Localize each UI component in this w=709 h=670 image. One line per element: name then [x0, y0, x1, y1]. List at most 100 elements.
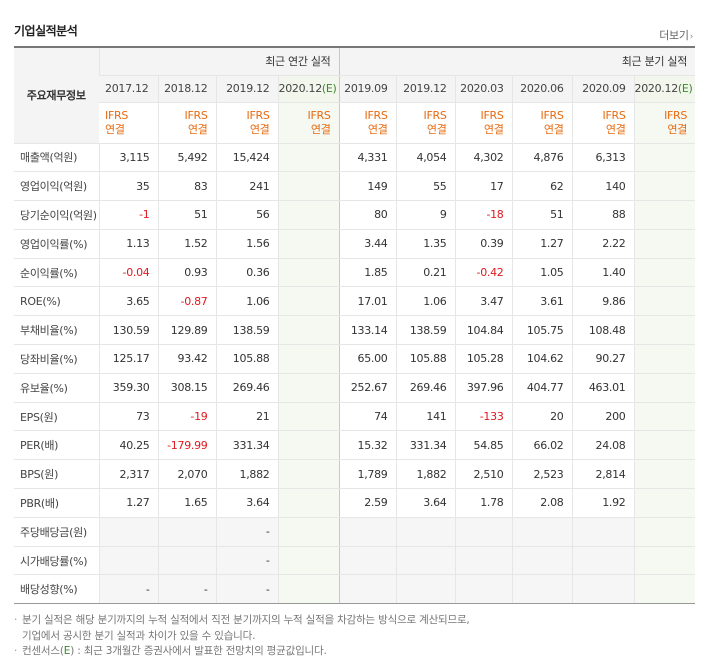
- bullet-mark: ·: [14, 645, 18, 657]
- table-cell: 3.65: [98, 286, 158, 317]
- table-cell: 2.22: [571, 228, 635, 259]
- table-cell: [633, 373, 696, 403]
- table-cell: 9: [395, 200, 456, 230]
- table-cell: 105.28: [454, 344, 513, 374]
- table-cell: -: [215, 546, 278, 576]
- table-cell: 6,313: [571, 142, 635, 173]
- table-cell: 241: [215, 171, 278, 202]
- table-cell: 149: [338, 171, 397, 202]
- table-cell: -0.42: [454, 258, 513, 288]
- table-row: PER(배) 40.25 -179.99 331.34 15.32 331.34 54.85…: [14, 430, 696, 461]
- table-cell: [277, 286, 340, 317]
- table-cell: 15.32: [338, 430, 397, 461]
- table-cell: 2,510: [454, 459, 513, 490]
- footnote-line: 분기 실적은 해당 분기까지의 누적 실적에서 직전 분기까지의 누적 실적을 …: [22, 614, 470, 626]
- table-cell: [511, 574, 573, 605]
- row-label: 시가배당률(%): [14, 546, 99, 576]
- row-label: 배당성향(%): [14, 574, 99, 605]
- table-cell: -179.99: [157, 430, 216, 461]
- table-cell: [633, 286, 696, 317]
- table-cell: 1.05: [511, 258, 573, 288]
- row-label: 주당배당금(원): [14, 516, 99, 547]
- accounting-standard: IFRS 연결: [338, 102, 397, 144]
- period-header: 2020.03: [454, 75, 513, 103]
- period-header: 2019.12: [215, 75, 278, 103]
- table-cell: 1.27: [511, 228, 573, 259]
- table-cell: 90.27: [571, 344, 635, 374]
- section-title: 기업실적분석: [14, 24, 78, 38]
- table-cell: 308.15: [157, 373, 216, 403]
- footnote-quarterly: · 분기 실적은 해당 분기까지의 누적 실적에서 직전 분기까지의 누적 실적…: [14, 613, 695, 644]
- table-cell: 331.34: [215, 430, 278, 461]
- footnotes: · 분기 실적은 해당 분기까지의 누적 실적에서 직전 분기까지의 누적 실적…: [14, 613, 695, 660]
- table-cell: [277, 142, 340, 173]
- table-cell: [277, 200, 340, 230]
- table-cell: 24.08: [571, 430, 635, 461]
- period-header: 2017.12: [99, 75, 158, 103]
- table-cell: [277, 488, 340, 518]
- table-cell: [633, 516, 696, 547]
- table-cell: -0.87: [157, 286, 216, 317]
- table-cell: 1.06: [395, 286, 456, 317]
- table-row: ROE(%) 3.65 -0.87 1.06 17.01 1.06 3.47 3.61 9.86: [14, 286, 696, 317]
- row-label: 매출액(억원): [14, 142, 99, 173]
- row-label: PER(배): [14, 430, 99, 461]
- table-cell: 200: [571, 401, 635, 432]
- table-row: 영업이익(억원) 35 83 241 149 55 17 62 140: [14, 171, 696, 202]
- table-cell: 15,424: [215, 142, 278, 173]
- table-cell: 269.46: [215, 373, 278, 403]
- table-cell: [633, 344, 696, 374]
- table-cell: -0.04: [98, 258, 158, 288]
- table-cell: -: [215, 574, 278, 605]
- table-cell: 88: [571, 200, 635, 230]
- table-cell: 1.40: [571, 258, 635, 288]
- table-cell: [633, 142, 696, 173]
- accounting-standard: IFRS 연결: [395, 102, 456, 144]
- table-cell: [277, 344, 340, 374]
- table-cell: 2,814: [571, 459, 635, 490]
- table-cell: 1.56: [215, 228, 278, 259]
- table-row: 부채비율(%) 130.59 129.89 138.59 133.14 138.59 104…: [14, 315, 696, 346]
- table-cell: [277, 574, 340, 605]
- table-cell: [157, 516, 216, 547]
- table-cell: 62: [511, 171, 573, 202]
- estimate-mark: (E): [677, 82, 693, 95]
- table-cell: [98, 516, 158, 547]
- table-cell: 269.46: [395, 373, 456, 403]
- table-cell: 5,492: [157, 142, 216, 173]
- table-cell: 80: [338, 200, 397, 230]
- row-label: PBR(배): [14, 488, 99, 518]
- table-cell: 2.08: [511, 488, 573, 518]
- table-cell: 73: [98, 401, 158, 432]
- section-header: 기업실적분석 더보기›: [14, 22, 695, 42]
- table-cell: 2,070: [157, 459, 216, 490]
- table-cell: [633, 171, 696, 202]
- period-header: 2019.12: [395, 75, 456, 103]
- period-header: 2020.06: [511, 75, 573, 103]
- table-cell: 4,302: [454, 142, 513, 173]
- quarter-group-label: 최근 분기 실적: [338, 46, 696, 76]
- table-row: 매출액(억원) 3,115 5,492 15,424 4,331 4,054 4,302 4,…: [14, 142, 696, 173]
- table-cell: -1: [98, 200, 158, 230]
- bullet-mark: ·: [14, 614, 18, 626]
- table-cell: [395, 574, 456, 605]
- table-cell: 1.52: [157, 228, 216, 259]
- table-cell: 1.78: [454, 488, 513, 518]
- accounting-standard: IFRS 연결: [99, 102, 158, 144]
- table-cell: 3.44: [338, 228, 397, 259]
- table-cell: 105.75: [511, 315, 573, 346]
- more-link[interactable]: 더보기›: [659, 27, 693, 43]
- table-row: 시가배당률(%) -: [14, 546, 696, 576]
- row-label: 당기순이익(억원): [14, 200, 99, 230]
- table-cell: -: [157, 574, 216, 605]
- table-row: PBR(배) 1.27 1.65 3.64 2.59 3.64 1.78 2.08 1.92: [14, 488, 696, 518]
- table-cell: 129.89: [157, 315, 216, 346]
- period-header: 2020.09: [571, 75, 635, 103]
- table-cell: 4,331: [338, 142, 397, 173]
- table-cell: [338, 546, 397, 576]
- table-cell: 3.64: [215, 488, 278, 518]
- table-row: 배당성향(%) - - -: [14, 574, 696, 605]
- table-cell: 40.25: [98, 430, 158, 461]
- accounting-standard: IFRS 연결: [215, 102, 278, 144]
